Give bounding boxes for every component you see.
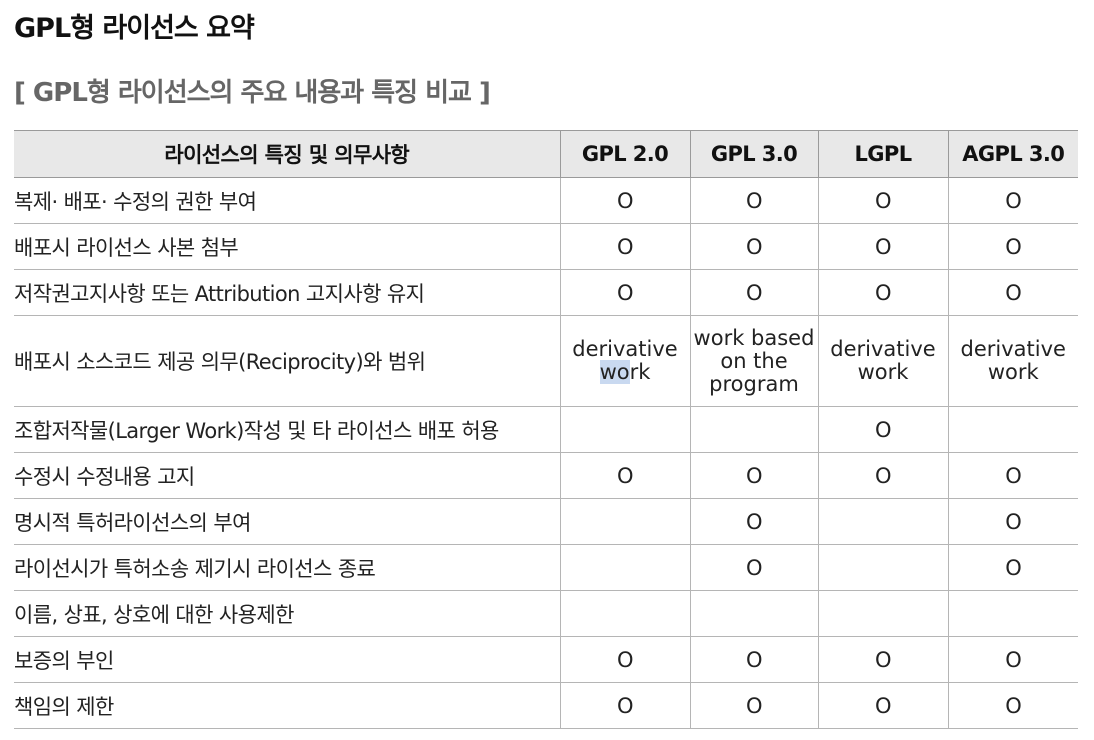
gpl2-scope-line: rk: [629, 360, 651, 384]
agpl3-cell: O: [947, 498, 1078, 545]
table-row: 명시적 특허라이선스의 부여 O O: [14, 498, 1078, 545]
gpl3-scope-line: program: [709, 371, 799, 396]
agpl3-cell: O: [947, 223, 1078, 270]
lgpl-cell: O: [817, 682, 948, 729]
page-title: GPL형 라이선스 요약: [14, 13, 255, 44]
agpl3-cell: O: [947, 269, 1078, 316]
feature-cell: 배포시 라이선스 사본 첨부: [14, 223, 560, 270]
agpl3-scope-line: work: [987, 360, 1039, 384]
agpl3-cell: O: [947, 177, 1078, 224]
feature-cell: 명시적 특허라이선스의 부여: [14, 498, 560, 545]
feature-cell: 라이선시가 특허소송 제기시 라이선스 종료: [14, 544, 560, 591]
gpl2-scope-line: derivative: [572, 337, 678, 361]
lgpl-scope-line: derivative: [830, 337, 936, 361]
lgpl-cell: O: [817, 452, 948, 499]
gpl2-cell: derivative work: [559, 315, 690, 407]
feature-cell: 수정시 수정내용 고지: [14, 452, 560, 499]
lgpl-cell: derivative work: [817, 315, 948, 407]
column-header-gpl2: GPL 2.0: [559, 130, 690, 178]
feature-cell: 조합저작물(Larger Work)작성 및 타 라이선스 배포 허용: [14, 406, 560, 453]
gpl3-cell: O: [689, 452, 818, 499]
table-row: 배포시 라이선스 사본 첨부 O O O O: [14, 223, 1078, 270]
gpl2-cell: [559, 406, 690, 453]
lgpl-cell: O: [817, 406, 948, 453]
gpl3-cell: O: [689, 498, 818, 545]
feature-cell: 배포시 소스코드 제공 의무(Reciprocity)와 범위: [14, 315, 560, 407]
table-row: 배포시 소스코드 제공 의무(Reciprocity)와 범위 derivati…: [14, 315, 1078, 407]
gpl3-cell: O: [689, 636, 818, 683]
agpl3-cell: O: [947, 636, 1078, 683]
gpl3-cell: [689, 590, 818, 637]
gpl3-cell: O: [689, 682, 818, 729]
agpl3-cell: O: [947, 682, 1078, 729]
table-row: 저작권고지사항 또는 Attribution 고지사항 유지 O O O O: [14, 269, 1078, 316]
lgpl-scope-line: work: [857, 360, 909, 384]
gpl2-cell: [559, 544, 690, 591]
feature-cell: 저작권고지사항 또는 Attribution 고지사항 유지: [14, 269, 560, 316]
column-header-lgpl: LGPL: [817, 130, 948, 178]
gpl3-cell: O: [689, 223, 818, 270]
text-selection-highlight: wo: [599, 360, 630, 384]
gpl2-cell: O: [559, 636, 690, 683]
agpl3-scope-line: derivative: [960, 337, 1066, 361]
table-row: 책임의 제한 O O O O: [14, 682, 1078, 729]
table-row: 복제· 배포· 수정의 권한 부여 O O O O: [14, 177, 1078, 224]
feature-cell: 책임의 제한: [14, 682, 560, 729]
lgpl-cell: [817, 590, 948, 637]
agpl3-cell: derivative work: [947, 315, 1078, 407]
feature-cell: 이름, 상표, 상호에 대한 사용제한: [14, 590, 560, 637]
lgpl-cell: [817, 498, 948, 545]
gpl2-cell: O: [559, 269, 690, 316]
gpl2-cell: O: [559, 223, 690, 270]
gpl2-cell: O: [559, 452, 690, 499]
lgpl-cell: O: [817, 636, 948, 683]
gpl2-cell: [559, 590, 690, 637]
feature-cell: 보증의 부인: [14, 636, 560, 683]
gpl2-cell: [559, 498, 690, 545]
gpl3-scope-line: work based: [693, 325, 815, 350]
column-header-gpl3: GPL 3.0: [689, 130, 818, 178]
gpl3-cell: O: [689, 177, 818, 224]
lgpl-cell: [817, 544, 948, 591]
feature-cell: 복제· 배포· 수정의 권한 부여: [14, 177, 560, 224]
table-caption: [ GPL형 라이선스의 주요 내용과 특징 비교 ]: [14, 78, 491, 108]
column-header-feature: 라이선스의 특징 및 의무사항: [14, 130, 560, 178]
gpl3-cell: O: [689, 544, 818, 591]
license-comparison-table: 라이선스의 특징 및 의무사항 GPL 2.0 GPL 3.0 LGPL AGP…: [14, 130, 1078, 729]
gpl2-cell: O: [559, 682, 690, 729]
agpl3-cell: O: [947, 452, 1078, 499]
agpl3-cell: [947, 590, 1078, 637]
lgpl-cell: O: [817, 177, 948, 224]
gpl3-scope-line: on the: [720, 348, 788, 373]
column-header-agpl3: AGPL 3.0: [947, 130, 1078, 178]
table-header-row: 라이선스의 특징 및 의무사항 GPL 2.0 GPL 3.0 LGPL AGP…: [14, 130, 1078, 178]
table-row: 수정시 수정내용 고지 O O O O: [14, 452, 1078, 499]
agpl3-cell: O: [947, 544, 1078, 591]
table-row: 라이선시가 특허소송 제기시 라이선스 종료 O O: [14, 544, 1078, 591]
lgpl-cell: O: [817, 223, 948, 270]
table-row: 보증의 부인 O O O O: [14, 636, 1078, 683]
gpl3-cell: O: [689, 269, 818, 316]
gpl2-cell: O: [559, 177, 690, 224]
lgpl-cell: O: [817, 269, 948, 316]
table-row: 이름, 상표, 상호에 대한 사용제한: [14, 590, 1078, 637]
agpl3-cell: [947, 406, 1078, 453]
gpl3-cell: [689, 406, 818, 453]
gpl3-cell: work based on the program: [689, 315, 818, 407]
table-row: 조합저작물(Larger Work)작성 및 타 라이선스 배포 허용 O: [14, 406, 1078, 453]
